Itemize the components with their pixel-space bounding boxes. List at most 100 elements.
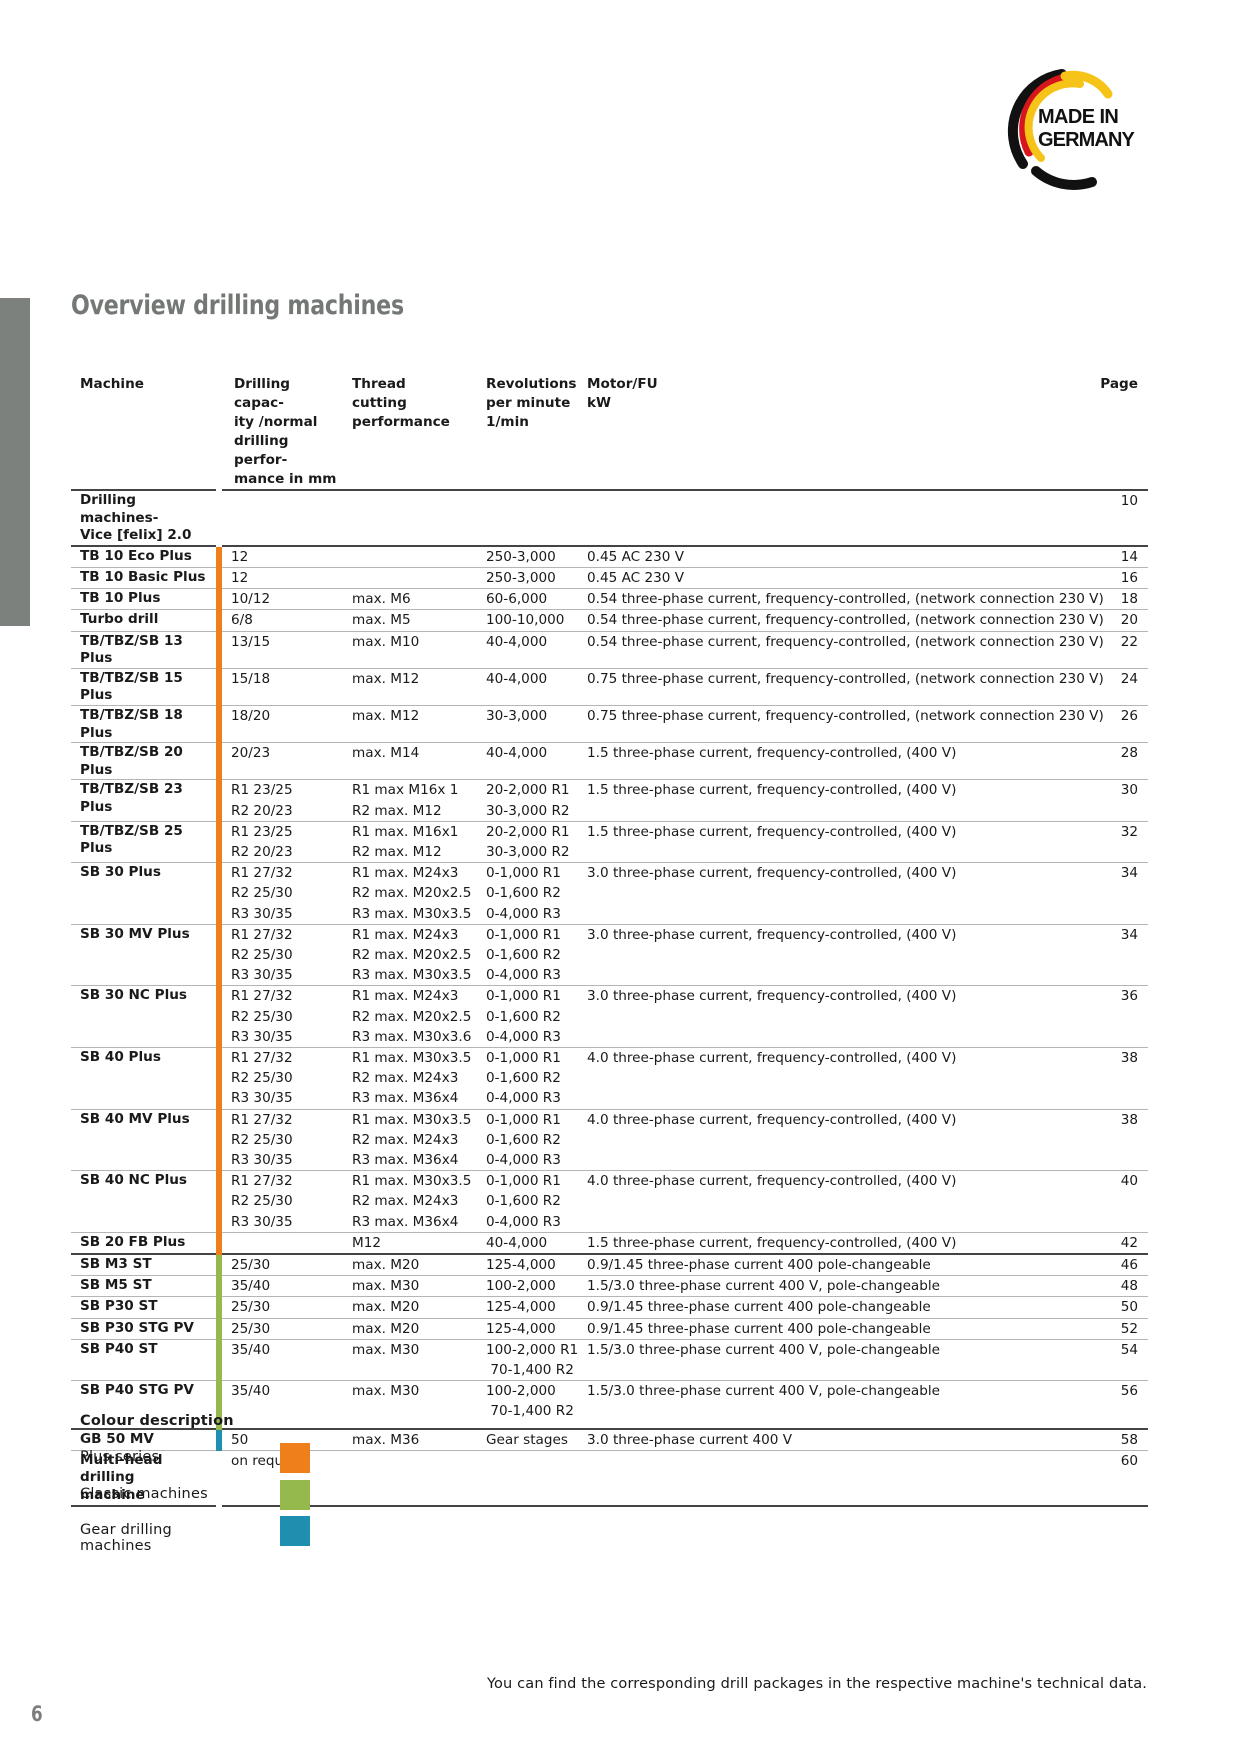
- cell-thread: R1 max. M24x3 R2 max. M20x2.5 R3 max. M3…: [343, 985, 477, 1048]
- header-page: Page: [1078, 375, 1148, 491]
- legend-item-plus: Plus series: [80, 1443, 310, 1480]
- cell-motor: 0.45 AC 230 V: [578, 567, 1078, 590]
- cell-page: 26: [1078, 705, 1148, 744]
- table-row: SB 20 FB Plus M12 40-4,000 1.5 three-phase …: [71, 1232, 1148, 1256]
- cell-revolutions: 40-4,000: [477, 631, 578, 669]
- cell-machine: SB P40 ST: [71, 1339, 219, 1382]
- cell-motor: 3.0 three-phase current, frequency-contr…: [578, 862, 1078, 925]
- cell-thread: max. M6: [343, 588, 477, 611]
- cell-revolutions: 40-4,000: [477, 668, 578, 706]
- cell-thread: R1 max M16x 1 R2 max. M12: [343, 779, 477, 822]
- cell-page: 48: [1078, 1275, 1148, 1298]
- table-row: SB P40 ST 35/40 max. M30 100-2,000 R1 70-1,…: [71, 1339, 1148, 1382]
- cell-revolutions: [477, 490, 578, 547]
- cell-motor: 0.9/1.45 three-phase current 400 pole-ch…: [578, 1318, 1078, 1340]
- header-capacity: Drilling capac- ity /normal drilling per…: [219, 375, 343, 491]
- cell-page: 22: [1078, 631, 1148, 669]
- cell-revolutions: 100-2,000: [477, 1275, 578, 1298]
- cell-machine: SB 30 MV Plus: [71, 924, 219, 987]
- cell-machine: TB 10 Plus: [71, 588, 219, 611]
- table-row: TB 10 Eco Plus 12 250-3,000 0.45 AC 230 V 14: [71, 545, 1148, 568]
- table-row: SB 30 MV Plus R1 27/32 R2 25/30 R3 30/35 R…: [71, 924, 1148, 987]
- cell-capacity: R1 27/32 R2 25/30 R3 30/35: [216, 1109, 343, 1172]
- cell-machine: Turbo drill: [71, 609, 219, 632]
- cell-thread: R1 max. M30x3.5 R2 max. M24x3 R3 max. M3…: [343, 1109, 477, 1172]
- cell-thread: max. M10: [343, 631, 477, 669]
- cell-capacity: R1 27/32 R2 25/30 R3 30/35: [216, 1170, 343, 1233]
- cell-thread: max. M30: [343, 1275, 477, 1298]
- cell-thread: M12: [343, 1232, 477, 1256]
- cell-capacity: 10/12: [216, 588, 343, 611]
- cell-motor: 0.9/1.45 three-phase current 400 pole-ch…: [578, 1254, 1078, 1277]
- cell-thread: max. M30: [343, 1380, 477, 1430]
- cell-capacity: 15/18: [216, 668, 343, 706]
- table-row: SB P40 STG PV 35/40 max. M30 100-2,000 70-1…: [71, 1380, 1148, 1430]
- made-in-germany-badge-icon: MADE IN GERMANY: [1007, 69, 1136, 190]
- table-row: TB/TBZ/SB 25 Plus R1 23/25 R2 20/23 R1 max…: [71, 821, 1148, 864]
- cell-motor: 0.75 three-phase current, frequency-cont…: [578, 705, 1104, 744]
- cell-thread: R1 max. M24x3 R2 max. M20x2.5 R3 max. M3…: [343, 924, 477, 987]
- cell-page: 54: [1078, 1339, 1148, 1382]
- cell-revolutions: 30-3,000: [477, 705, 578, 744]
- cell-motor: 3.0 three-phase current, frequency-contr…: [578, 924, 1078, 987]
- table-row: TB/TBZ/SB 18 Plus 18/20 max. M12 30-3,000 0.…: [71, 705, 1148, 744]
- overview-table: Machine Drilling capac- ity /normal dril…: [71, 375, 1148, 1507]
- cell-motor: 1.5/3.0 three-phase current 400 V, pole-…: [578, 1380, 1078, 1430]
- cell-capacity: R1 23/25 R2 20/23: [216, 821, 343, 864]
- cell-page: 14: [1078, 545, 1148, 568]
- cell-capacity: 6/8: [216, 609, 343, 632]
- cell-thread: [343, 1450, 477, 1507]
- cell-capacity: 35/40: [216, 1380, 343, 1430]
- legend-swatch-plus: [280, 1443, 310, 1473]
- cell-revolutions: 100-2,000 R1 70-1,400 R2: [477, 1339, 578, 1382]
- cell-page: 56: [1078, 1380, 1148, 1430]
- legend-label: Gear drilling machines: [80, 1522, 172, 1554]
- cell-motor: 1.5 three-phase current, frequency-contr…: [578, 742, 1078, 781]
- table-body: Drilling machines- Vice [felix] 2.0 10 TB …: [71, 490, 1148, 1507]
- cell-capacity: 13/15: [216, 631, 343, 669]
- cell-capacity: 20/23: [216, 742, 343, 781]
- cell-machine: TB/TBZ/SB 15 Plus: [71, 668, 219, 706]
- cell-page: 34: [1078, 924, 1148, 987]
- cell-page: 24: [1078, 668, 1148, 706]
- table-row: SB P30 STG PV 25/30 max. M20 125-4,000 0.9/1…: [71, 1318, 1148, 1340]
- cell-capacity: R1 27/32 R2 25/30 R3 30/35: [216, 924, 343, 987]
- cell-machine: SB 40 Plus: [71, 1047, 219, 1110]
- cell-capacity: R1 27/32 R2 25/30 R3 30/35: [216, 862, 343, 925]
- cell-machine: SB P30 STG PV: [71, 1318, 219, 1340]
- cell-page: 52: [1078, 1318, 1148, 1340]
- cell-revolutions: 125-4,000: [477, 1318, 578, 1340]
- cell-thread: max. M12: [343, 668, 477, 706]
- table-row: TB 10 Plus 10/12 max. M6 60-6,000 0.54 three…: [71, 588, 1148, 611]
- logo-text-line2: GERMANY: [1038, 129, 1135, 151]
- table-row: SB P30 ST 25/30 max. M20 125-4,000 0.9/1.45 …: [71, 1296, 1148, 1319]
- cell-thread: max. M20: [343, 1318, 477, 1340]
- legend-label: Plus series: [80, 1449, 160, 1465]
- cell-machine: TB/TBZ/SB 20 Plus: [71, 742, 219, 781]
- cell-machine: TB/TBZ/SB 18 Plus: [71, 705, 219, 744]
- legend-swatch-classic: [280, 1479, 310, 1510]
- table-row: GB 50 MV 50 max. M36 Gear stages 3.0 three-p…: [71, 1428, 1148, 1451]
- cell-revolutions: 20-2,000 R1 30-3,000 R2: [477, 821, 578, 864]
- header-thread: Thread cutting performance: [343, 375, 477, 491]
- cell-motor: 0.54 three-phase current, frequency-cont…: [578, 631, 1104, 669]
- cell-motor: 0.75 three-phase current, frequency-cont…: [578, 668, 1104, 706]
- cell-thread: max. M20: [343, 1296, 477, 1319]
- cell-machine: Multi-head drilling machine: [71, 1450, 219, 1507]
- cell-page: 50: [1078, 1296, 1148, 1319]
- cell-revolutions: 125-4,000: [477, 1254, 578, 1277]
- cell-capacity: R1 23/25 R2 20/23: [216, 779, 343, 822]
- header-revolutions: Revolutions per minute 1/min: [477, 375, 578, 491]
- cell-page: 38: [1078, 1047, 1148, 1110]
- header-motor: Motor/FU kW: [578, 375, 1078, 491]
- cell-page: 30: [1078, 779, 1148, 822]
- cell-motor: 3.0 three-phase current, frequency-contr…: [578, 985, 1078, 1048]
- cell-motor: 1.5/3.0 three-phase current 400 V, pole-…: [578, 1339, 1078, 1382]
- cell-machine: Drilling machines- Vice [felix] 2.0: [71, 490, 219, 547]
- table-row: TB/TBZ/SB 23 Plus R1 23/25 R2 20/23 R1 max…: [71, 779, 1148, 822]
- cell-capacity: 18/20: [216, 705, 343, 744]
- cell-page: 42: [1078, 1232, 1148, 1256]
- cell-revolutions: Gear stages: [477, 1428, 578, 1451]
- cell-machine: SB M3 ST: [71, 1254, 219, 1277]
- cell-motor: 0.45 AC 230 V: [578, 545, 1078, 568]
